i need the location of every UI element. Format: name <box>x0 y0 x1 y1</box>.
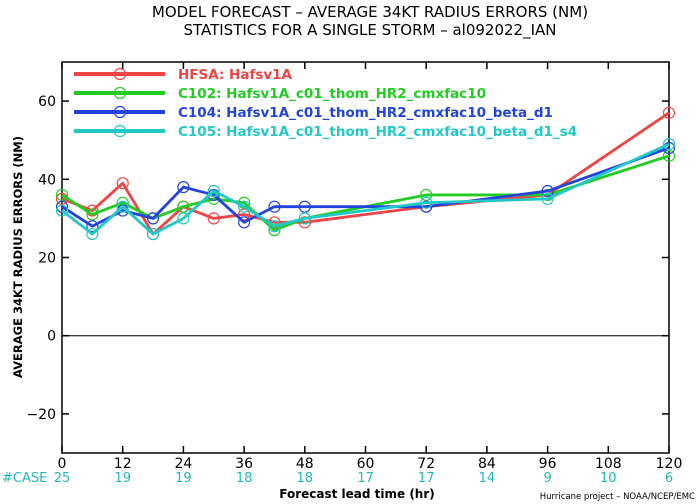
data-point <box>662 106 676 119</box>
case-count: 18 <box>297 471 314 486</box>
legend-label: C102: Hafsv1A_c01_thom_HR2_cmxfac10 <box>178 86 486 102</box>
legend-label: C104: Hafsv1A_c01_thom_HR2_cmxfac10_beta… <box>178 105 553 121</box>
y-tick-label: 40 <box>38 172 56 188</box>
data-point <box>86 227 99 241</box>
data-point <box>146 227 160 241</box>
data-point <box>86 220 99 233</box>
data-point <box>116 200 129 213</box>
case-count: 10 <box>600 471 617 486</box>
data-point <box>298 200 311 213</box>
case-count: 6 <box>665 471 673 486</box>
y-tick-label: −20 <box>26 407 56 423</box>
data-point <box>238 216 251 229</box>
data-point <box>86 208 99 221</box>
data-point <box>146 212 160 225</box>
data-point <box>238 200 251 213</box>
y-tick-label: 0 <box>47 329 56 345</box>
data-point <box>55 188 69 202</box>
data-point <box>116 177 129 190</box>
series-layer <box>55 106 676 241</box>
x-tick-label: 0 <box>58 456 67 472</box>
legend: HFSA: Hafsv1A C102: Hafsv1A_c01_thom_HR2_… <box>74 67 577 140</box>
x-tick-label: 60 <box>357 456 375 472</box>
case-count: 17 <box>418 471 435 486</box>
data-point <box>541 184 554 198</box>
case-count: 18 <box>236 471 253 486</box>
data-point <box>662 149 676 162</box>
legend-label: C105: Hafsv1A_c01_thom_HR2_cmxfac10_beta… <box>178 124 577 140</box>
x-tick-label: 96 <box>539 456 557 472</box>
case-count: 19 <box>175 471 192 486</box>
legend-marker <box>113 124 127 138</box>
series-4 <box>55 138 676 241</box>
case-label: #CASE <box>2 471 47 486</box>
x-tick-label: 72 <box>417 456 435 472</box>
case-count: 19 <box>114 471 131 486</box>
data-point <box>420 196 433 209</box>
x-tick-label: 108 <box>595 456 622 472</box>
chart-subtitle: STATISTICS FOR A SINGLE STORM – al092022… <box>183 21 556 40</box>
y-tick-label: 20 <box>38 251 56 267</box>
legend-marker <box>113 86 127 100</box>
data-point <box>420 188 433 202</box>
legend-marker <box>113 67 127 81</box>
x-tick-label: 36 <box>235 456 253 472</box>
data-point <box>238 208 251 221</box>
data-point <box>268 200 281 213</box>
case-count: 9 <box>543 471 551 486</box>
data-point <box>177 200 190 213</box>
data-point <box>207 184 220 198</box>
x-tick-label: 84 <box>478 456 496 472</box>
credit-text: Hurricane project – NOAA/NCEP/EMC <box>540 492 695 502</box>
case-counts: 25 19 19 18 18 17 17 14 9 10 6 <box>54 471 673 486</box>
x-axis-label: Forecast lead time (hr) <box>279 487 435 501</box>
y-tick-label: 60 <box>38 94 56 110</box>
data-point <box>298 212 311 225</box>
y-axis: −20 0 20 40 60 <box>26 94 669 423</box>
data-point <box>541 192 554 205</box>
legend-marker <box>113 105 127 119</box>
data-point <box>207 212 220 225</box>
case-count: 14 <box>479 471 496 486</box>
y-axis-label: AVERAGE 34KT RADIUS ERRORS (NM) <box>11 136 25 378</box>
data-point <box>298 216 311 229</box>
x-tick-label: 24 <box>174 456 192 472</box>
data-point <box>55 204 69 217</box>
data-point <box>268 220 281 233</box>
data-point <box>177 181 190 194</box>
case-count: 25 <box>54 471 71 486</box>
legend-label: HFSA: Hafsv1A <box>178 67 293 83</box>
series-line <box>61 142 670 236</box>
data-point <box>177 212 190 225</box>
chart-title: MODEL FORECAST – AVERAGE 34KT RADIUS ERR… <box>152 3 588 21</box>
x-tick-label: 12 <box>114 456 132 472</box>
x-tick-label: 120 <box>656 456 683 472</box>
case-count: 17 <box>357 471 374 486</box>
series-3 <box>55 141 676 233</box>
data-point <box>662 138 676 151</box>
data-point <box>420 200 433 213</box>
x-tick-label: 48 <box>296 456 314 472</box>
x-axis: 0 12 24 36 48 60 72 84 96 108 120 <box>58 62 683 472</box>
